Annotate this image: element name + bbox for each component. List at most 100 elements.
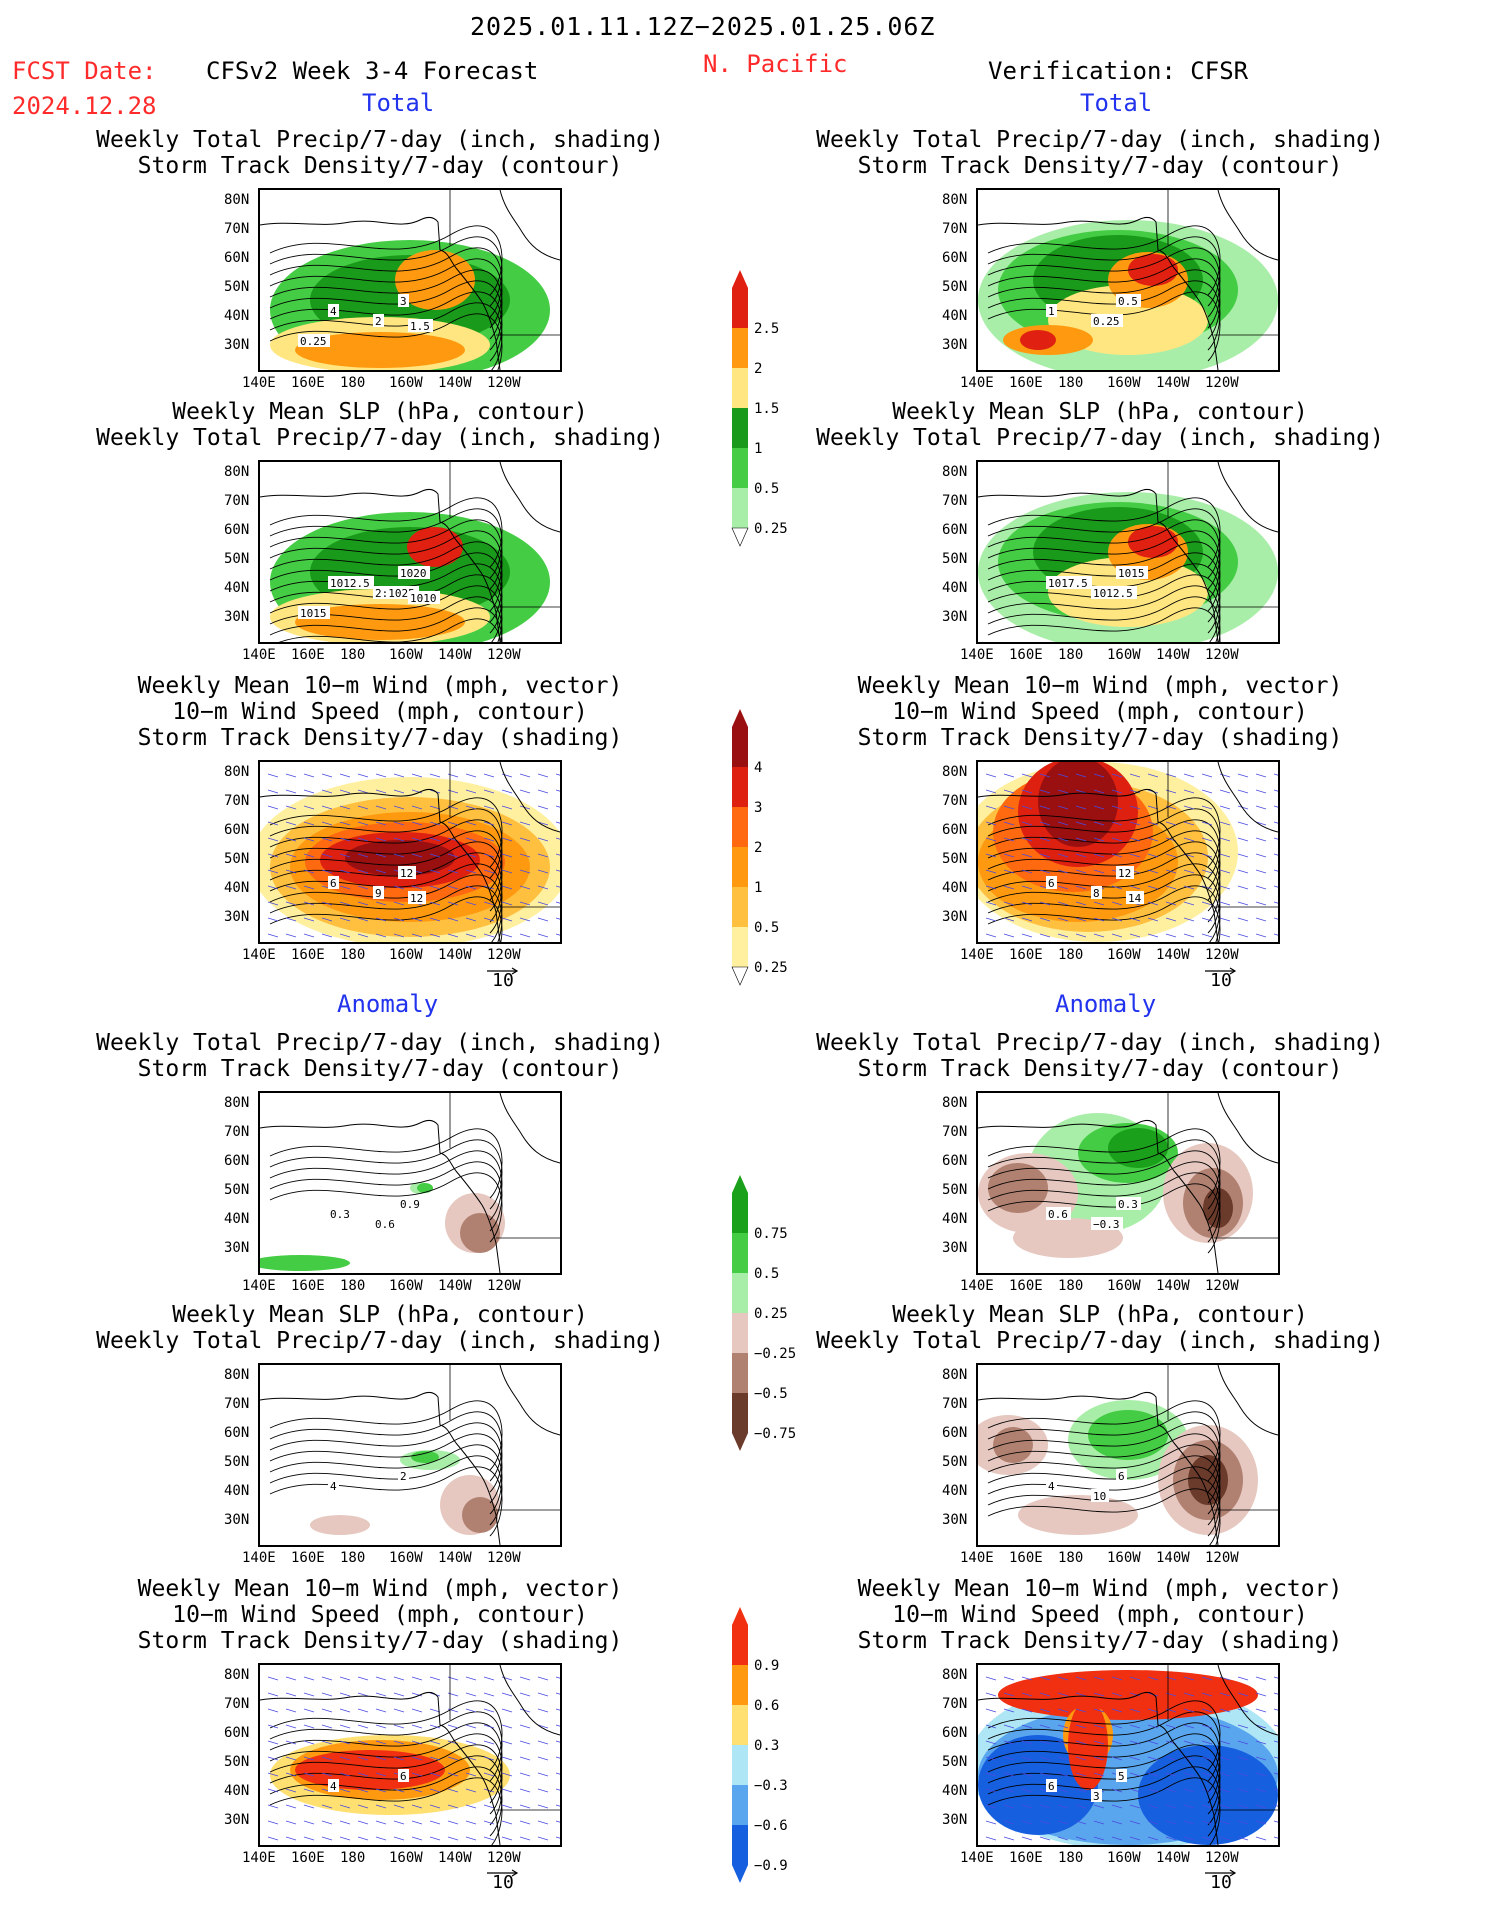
contour-label: 4 <box>330 1780 337 1793</box>
wind-vector <box>519 1772 531 1777</box>
longitude-tick-label: 160W <box>1107 1278 1141 1294</box>
longitude-tick-label: 160W <box>389 947 423 963</box>
latitude-tick-label: 40N <box>224 580 250 596</box>
title-line: Storm Track Density/7-day (contour) <box>137 1056 623 1082</box>
wind-vector <box>1111 1820 1123 1825</box>
wind-vector <box>537 1836 549 1841</box>
wind-vector <box>1237 805 1249 810</box>
latitude-tick-label: 40N <box>942 880 968 896</box>
longitude-tick-label: 160E <box>291 1550 325 1566</box>
wind-vector <box>1093 805 1105 810</box>
wind-vector <box>1039 789 1051 794</box>
wind-vector <box>465 1804 477 1809</box>
wind-vector <box>285 1724 297 1729</box>
wind-vector <box>1021 773 1033 778</box>
wind-vector <box>1183 773 1195 778</box>
latitude-tick-label: 50N <box>942 851 968 867</box>
wind-vector <box>555 1724 560 1727</box>
wind-vector <box>1147 1820 1159 1825</box>
wind-vector <box>321 1772 333 1777</box>
wind-vector <box>1201 933 1213 938</box>
coastline <box>499 1365 560 1436</box>
colorbar-segment <box>732 1353 748 1393</box>
wind-vector <box>1273 773 1278 776</box>
colorbar-segment <box>732 408 748 448</box>
wind-vector <box>1057 1692 1069 1697</box>
longitude-tick-label: 140E <box>242 375 276 391</box>
wind-vector <box>429 1772 441 1777</box>
wind-vector <box>1147 901 1159 906</box>
shaded-area <box>295 604 465 640</box>
wind-vector <box>1273 1836 1278 1839</box>
contour-label: 8 <box>1093 887 1100 900</box>
wind-vector <box>1219 901 1231 906</box>
title-line: 10−m Wind Speed (mph, contour) <box>892 1602 1308 1628</box>
wind-vector <box>447 901 459 906</box>
wind-vector <box>1111 933 1123 938</box>
contour-label-box <box>373 886 384 899</box>
latitude-tick-label: 70N <box>224 1396 250 1412</box>
wind-vector <box>1093 821 1105 826</box>
wind-vector <box>1003 853 1015 858</box>
wind-vector <box>985 1788 997 1793</box>
wind-vector <box>357 917 369 922</box>
wind-vector <box>357 789 369 794</box>
longitude-tick-label: 120W <box>1205 947 1239 963</box>
wind-vector <box>375 821 387 826</box>
latitude-tick-label: 30N <box>224 1240 250 1256</box>
wind-vector <box>1003 1788 1015 1793</box>
longitude-tick-label: 120W <box>487 947 521 963</box>
contour-label-box <box>328 1479 339 1492</box>
wind-vector <box>1183 1692 1195 1697</box>
wind-vector <box>1129 1708 1141 1713</box>
wind-vector <box>985 901 997 906</box>
title-line: Weekly Mean 10−m Wind (mph, vector) <box>137 1576 623 1602</box>
wind-vector <box>1075 1820 1087 1825</box>
colorbar-label: 2.5 <box>754 321 779 337</box>
wind-vector <box>555 1756 560 1759</box>
wind-vector <box>483 1756 495 1761</box>
wind-vector <box>393 917 405 922</box>
shaded-area <box>1018 1495 1138 1535</box>
wind-vector <box>1003 933 1015 938</box>
wind-vector <box>555 1836 560 1839</box>
latitude-tick-label: 80N <box>942 464 968 480</box>
wind-vector <box>1111 805 1123 810</box>
wind-vector <box>1075 1740 1087 1745</box>
wind-vector <box>393 853 405 858</box>
wind-vector <box>303 1692 315 1697</box>
contour-line <box>269 1777 503 1845</box>
wind-vector <box>1219 1820 1231 1825</box>
wind-vector <box>483 1676 495 1681</box>
wind-vector <box>267 1676 279 1681</box>
wind-vector <box>339 901 351 906</box>
coastline <box>260 488 501 642</box>
contour-label: 0.6 <box>375 1218 395 1231</box>
total-section-left: Total <box>362 89 435 117</box>
wind-vector <box>1201 789 1213 794</box>
wind-vector <box>1183 1740 1195 1745</box>
latitude-tick-label: 60N <box>942 522 968 538</box>
wind-vector <box>519 1724 531 1729</box>
wind-vector <box>519 837 531 842</box>
wind-vector <box>375 1836 387 1841</box>
latitude-tick-label: 30N <box>942 337 968 353</box>
wind-vector <box>1183 901 1195 906</box>
contour-label-box <box>1091 886 1102 899</box>
wind-vector <box>1165 1756 1177 1761</box>
wind-vector <box>411 1724 423 1729</box>
vector-reference-value: 10 <box>1210 970 1232 991</box>
wind-vector <box>339 1804 351 1809</box>
wind-vector <box>285 901 297 906</box>
wind-vector <box>375 1788 387 1793</box>
wind-vector <box>1255 1772 1267 1777</box>
longitude-tick-label: 140E <box>960 1550 994 1566</box>
wind-vector <box>1093 1676 1105 1681</box>
title-p4: Weekly Mean SLP (hPa, contour) Weekly To… <box>790 399 1410 451</box>
longitude-tick-label: 120W <box>1205 647 1239 663</box>
title-line: Storm Track Density/7-day (shading) <box>137 1628 623 1654</box>
wind-vector <box>1057 1804 1069 1809</box>
wind-vector <box>465 901 477 906</box>
anomaly-section-left: Anomaly <box>337 990 439 1018</box>
